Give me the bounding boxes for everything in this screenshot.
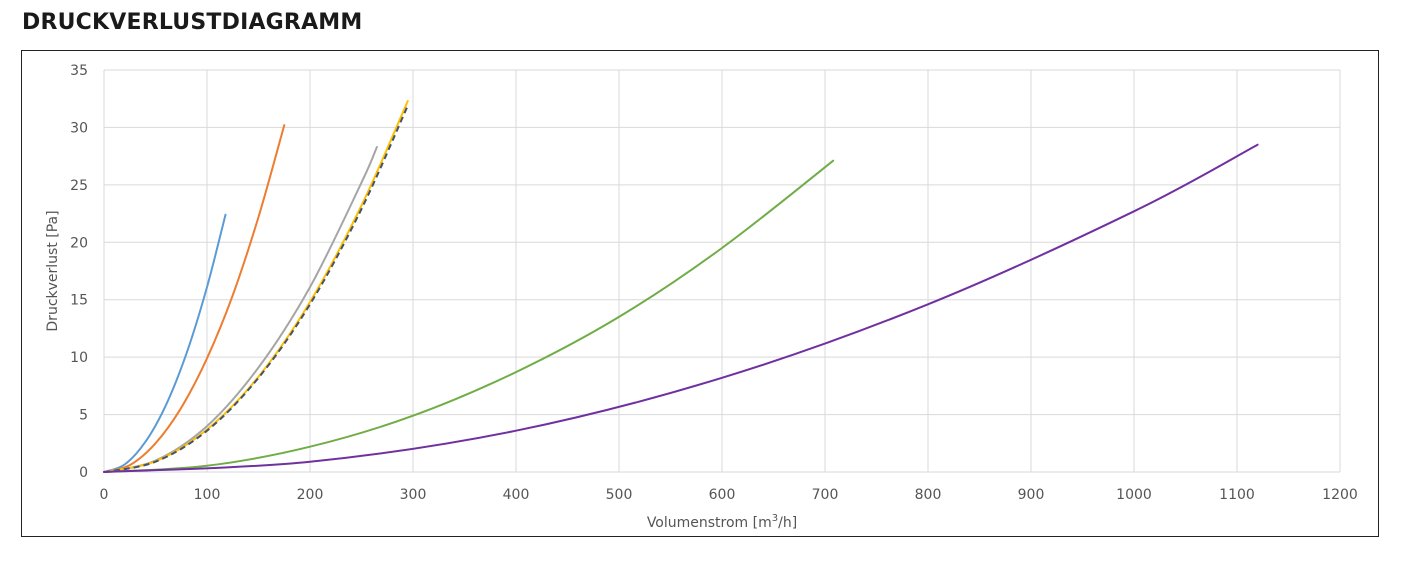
y-tick-label: 35 <box>70 63 88 79</box>
chart-frame <box>21 50 1379 537</box>
series-line-2 <box>103 124 286 473</box>
grid-lines <box>103 69 1341 473</box>
page-title: DRUCKVERLUSTDIAGRAMM <box>22 10 363 35</box>
series-line-6 <box>103 159 835 473</box>
x-tick-label: 1000 <box>1116 487 1152 503</box>
series-line-3 <box>103 146 378 473</box>
x-tick-label: 100 <box>194 487 221 503</box>
y-tick-label: 5 <box>79 408 88 424</box>
series-line-1 <box>103 213 227 473</box>
x-tick-label: 900 <box>1018 487 1045 503</box>
y-axis-label: Druckverlust [Pa] <box>45 210 61 331</box>
series-line-4 <box>103 100 409 473</box>
x-tick-label: 600 <box>709 487 736 503</box>
x-tick-label: 200 <box>297 487 324 503</box>
y-tick-label: 20 <box>70 235 88 251</box>
x-tick-label: 700 <box>812 487 839 503</box>
x-tick-label: 300 <box>400 487 427 503</box>
y-tick-label: 30 <box>70 120 88 136</box>
x-tick-label: 1100 <box>1219 487 1255 503</box>
y-tick-label: 15 <box>70 293 88 309</box>
series-line-7 <box>103 143 1259 473</box>
y-tick-label: 0 <box>79 465 88 481</box>
x-tick-label: 1200 <box>1322 487 1358 503</box>
x-tick-label: 400 <box>503 487 530 503</box>
x-tick-label: 800 <box>915 487 942 503</box>
x-tick-label: 0 <box>100 487 109 503</box>
y-tick-label: 10 <box>70 350 88 366</box>
x-axis-ticks: 0 100 200 300 400 500 600 700 800 900 1000 1100 1200 <box>100 487 1358 503</box>
y-tick-label: 25 <box>70 178 88 194</box>
series-line-5 <box>103 105 409 473</box>
series-lines <box>103 100 1259 473</box>
x-axis-label: Volumenstrom [m3/h] <box>647 513 797 531</box>
y-axis-ticks: 0 5 10 15 20 25 30 35 <box>70 63 88 481</box>
x-tick-label: 500 <box>606 487 633 503</box>
